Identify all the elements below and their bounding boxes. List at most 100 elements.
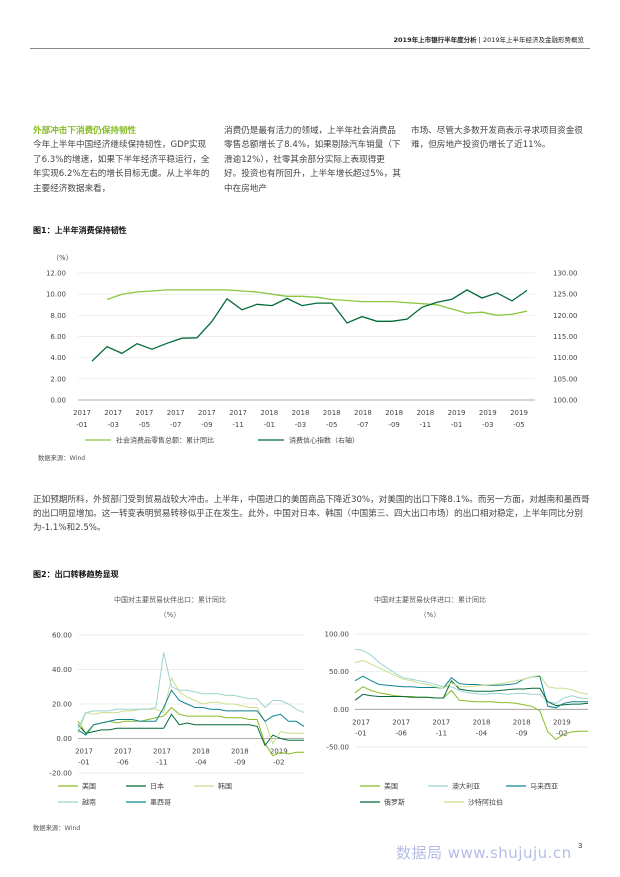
fig2a-unit-label: （%） bbox=[160, 611, 181, 619]
intro-text-2: 消费仍是最有活力的领域，上半年社会消费品零售总额增长了8.4%，如果剔除汽车销量… bbox=[224, 126, 401, 194]
fig2a-y-tick: 60.00 bbox=[52, 632, 72, 640]
fig1-x-tick-month: -03 bbox=[482, 421, 493, 429]
fig1-x-tick-year: 2017 bbox=[104, 409, 122, 417]
fig1-y-right-tick: 105.00 bbox=[553, 375, 578, 383]
fig2a-x-tick-month: -06 bbox=[117, 759, 129, 767]
fig1-y-right-tick: 125.00 bbox=[553, 291, 578, 299]
fig2b-x-tick-year: 2017 bbox=[392, 718, 410, 726]
fig2a-y-tick: 40.00 bbox=[52, 666, 72, 674]
fig2b-series-line-5 bbox=[354, 659, 589, 695]
fig2a-x-tick-year: 2019 bbox=[270, 748, 288, 756]
fig1-x-tick-month: -03 bbox=[295, 421, 306, 429]
page-header: 2019年上市银行半年度分析 | 2019年上半年经济及金融形势概览 bbox=[394, 34, 585, 44]
fig1-y-left-tick: 2.00 bbox=[50, 375, 66, 383]
fig1-x-tick-month: -01 bbox=[264, 421, 275, 429]
fig1-y-left-tick: 6.00 bbox=[50, 333, 66, 341]
fig2a-x-tick-year: 2018 bbox=[192, 748, 210, 756]
fig1-x-tick-year: 2017 bbox=[136, 409, 154, 417]
fig1-x-tick-month: -07 bbox=[357, 421, 368, 429]
fig1-legend-label: 消费信心指数（右轴） bbox=[289, 436, 359, 445]
figure1-title: 图1：上半年消费保持韧性 bbox=[33, 226, 127, 235]
fig1-y-left-tick: 8.00 bbox=[50, 312, 66, 320]
fig1-x-tick-year: 2019 bbox=[479, 409, 497, 417]
fig2b-x-tick-year: 2018 bbox=[513, 718, 531, 726]
fig2b-x-tick-month: -04 bbox=[476, 729, 488, 737]
fig2b-x-tick-month: -11 bbox=[436, 729, 447, 737]
fig2b-x-tick-year: 2019 bbox=[553, 718, 571, 726]
fig2b-x-tick-year: 2017 bbox=[352, 718, 370, 726]
fig2b-legend-label: 马来西亚 bbox=[530, 783, 558, 791]
fig1-x-tick-month: -07 bbox=[170, 421, 181, 429]
fig2b-y-tick: -50.00 bbox=[326, 744, 349, 752]
fig2a-x-tick-year: 2017 bbox=[114, 748, 132, 756]
fig1-x-tick-year: 2019 bbox=[448, 409, 466, 417]
fig2a-legend-label: 日本 bbox=[150, 782, 164, 791]
fig1-x-tick-month: -03 bbox=[107, 421, 118, 429]
fig2a-x-tick-month: -02 bbox=[273, 759, 284, 767]
fig2b-y-tick: 100.00 bbox=[325, 631, 350, 639]
fig1-x-tick-year: 2017 bbox=[229, 409, 247, 417]
figure2-source: 数据来源：Wind bbox=[33, 825, 81, 832]
fig2a-x-tick-month: -01 bbox=[78, 759, 89, 767]
fig1-x-tick-month: -11 bbox=[232, 421, 243, 429]
section-heading: 外部冲击下消费仍保持韧性 bbox=[33, 126, 137, 136]
fig2a-x-tick-month: -09 bbox=[234, 759, 245, 767]
fig1-x-tick-year: 2018 bbox=[416, 409, 434, 417]
fig2a-series-line-1 bbox=[77, 706, 304, 757]
fig1-x-tick-month: -05 bbox=[139, 421, 150, 429]
fig1-x-tick-year: 2017 bbox=[198, 409, 216, 417]
figure2-export-chart: 中国对主要贸易伙伴出口：累计同比 （%） 60.00 40.00 20.00 0.00 -2… bbox=[49, 595, 305, 807]
fig1-x-tick-year: 2018 bbox=[292, 409, 310, 417]
fig1-x-tick-month: -01 bbox=[76, 421, 87, 429]
fig2b-x-tick-month: -06 bbox=[395, 729, 407, 737]
fig2a-title: 中国对主要贸易伙伴出口：累计同比 bbox=[114, 595, 226, 604]
fig2b-title: 中国对主要贸易伙伴进口：累计同比 bbox=[374, 595, 486, 604]
page-number: 3 bbox=[578, 842, 583, 850]
fig1-series-line-2 bbox=[91, 289, 528, 362]
figure1-chart: （%） 12.00 10.00 8.00 6.00 4.00 2.00 0.00 130.00 1… bbox=[46, 254, 578, 445]
fig1-y-right-tick: 130.00 bbox=[553, 270, 578, 278]
fig2a-x-tick-year: 2017 bbox=[153, 748, 171, 756]
fig1-x-tick-year: 2018 bbox=[323, 409, 341, 417]
intro-text-3: 市场、尽管大多数开发商表示寻求项目资金很难，但房地产投资仍增长了近11%。 bbox=[411, 126, 583, 151]
fig1-y-left-tick: 4.00 bbox=[50, 354, 66, 362]
fig2b-unit-label: （%） bbox=[420, 611, 441, 619]
fig1-x-tick-year: 2018 bbox=[354, 409, 372, 417]
intro-column-3: 市场、尽管大多数开发商表示寻求项目资金很难，但房地产投资仍增长了近11%。 bbox=[411, 124, 589, 153]
fig1-y-left-tick: 0.00 bbox=[50, 397, 66, 405]
fig1-series-line-1 bbox=[106, 289, 528, 316]
fig1-x-tick-month: -05 bbox=[513, 421, 524, 429]
fig2b-y-tick: 50.00 bbox=[329, 668, 349, 676]
fig2b-legend-label: 澳大利亚 bbox=[452, 782, 480, 791]
watermark: 数据局 www.shujuju.cn bbox=[396, 844, 572, 862]
fig2a-y-tick: 20.00 bbox=[52, 701, 72, 709]
fig2a-x-tick-year: 2018 bbox=[231, 748, 249, 756]
fig2b-legend-label: 美国 bbox=[384, 782, 398, 791]
fig2b-legend-label: 沙特阿拉伯 bbox=[468, 798, 503, 807]
fig2a-legend-label: 墨西哥 bbox=[150, 799, 171, 807]
fig2a-legend-label: 韩国 bbox=[218, 782, 232, 791]
intro-text-1: 今年上半年中国经济继续保持韧性，GDP实现了6.3%的增速，如果下半年经济平稳运… bbox=[33, 140, 210, 194]
fig2a-x-tick-month: -11 bbox=[156, 759, 167, 767]
fig2b-x-tick-month: -09 bbox=[516, 729, 527, 737]
body-paragraph: 正如预期所料，外贸部门受到贸易战较大冲击。上半年，中国进口的美国商品下降近30%… bbox=[33, 495, 590, 534]
header-separator: | bbox=[478, 36, 481, 44]
fig1-x-tick-month: -09 bbox=[388, 421, 399, 429]
fig1-x-tick-year: 2018 bbox=[385, 409, 403, 417]
fig1-x-tick-month: -05 bbox=[326, 421, 337, 429]
fig1-x-tick-year: 2017 bbox=[167, 409, 185, 417]
fig2b-x-tick-month: -01 bbox=[355, 729, 366, 737]
fig1-x-tick-year: 2018 bbox=[260, 409, 278, 417]
fig2b-x-tick-year: 2018 bbox=[473, 718, 491, 726]
fig1-y-left-tick: 10.00 bbox=[46, 291, 66, 299]
fig2a-legend-label: 越南 bbox=[82, 798, 96, 807]
fig2b-series-line-4 bbox=[354, 679, 589, 707]
fig2a-series-line-5 bbox=[77, 689, 305, 736]
fig1-y-left-tick: 12.00 bbox=[46, 270, 66, 278]
fig1-x-tick-month: -09 bbox=[201, 421, 212, 429]
fig2a-series-line-2 bbox=[77, 713, 304, 747]
fig2b-legend-label: 俄罗斯 bbox=[384, 798, 405, 807]
fig1-legend-label: 社会消费品零售总额：累计同比 bbox=[116, 436, 214, 445]
fig2a-x-tick-month: -04 bbox=[195, 759, 207, 767]
fig2b-x-tick-month: -02 bbox=[556, 729, 567, 737]
